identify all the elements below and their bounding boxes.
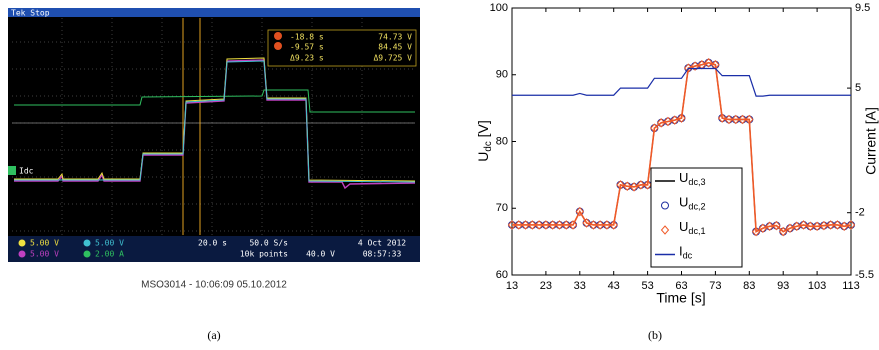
timebase: 20.0 s <box>198 239 227 248</box>
x-tick-label: 73 <box>709 280 721 292</box>
x-tick-label: 113 <box>842 280 860 292</box>
y-tick-label: 90 <box>496 69 508 81</box>
y-tick-label: 100 <box>490 2 508 14</box>
sample-rate: 50.0 S/s <box>249 239 288 248</box>
y-tick-label: 60 <box>496 269 508 281</box>
date: 4 Oct 2012 <box>358 239 406 248</box>
cursor-a-time: -18.8 s <box>290 33 324 42</box>
y2-tick-label: -5.5 <box>855 269 874 281</box>
x-tick-label: 53 <box>641 280 653 292</box>
x-tick-label: 63 <box>675 280 687 292</box>
ch4-scale: 2.00 A <box>95 250 124 259</box>
y2-tick-label: -2 <box>855 207 865 219</box>
ch3-icon <box>19 251 26 258</box>
ch2-scale: 5.00 V <box>95 239 124 248</box>
ch4-marker <box>8 166 16 175</box>
delta-value: Δ9.725 V <box>373 54 412 63</box>
x-tick-label: 23 <box>540 280 552 292</box>
cursor-b-icon <box>274 42 282 50</box>
caption-a: (a) <box>207 328 220 342</box>
x-axis-label: Time [s] <box>656 290 705 306</box>
x-tick-label: 33 <box>574 280 586 292</box>
x-tick-label: 13 <box>506 280 518 292</box>
y-tick-label: 80 <box>496 135 508 147</box>
cursor-a-icon <box>274 32 282 40</box>
scope-status: Tek Stop <box>11 9 50 18</box>
x-tick-label: 103 <box>808 280 826 292</box>
cursor-b-time: -9.57 s <box>290 43 324 52</box>
scope-footer: MSO3014 - 10:06:09 05.10.2012 <box>141 280 287 291</box>
x-tick-label: 93 <box>777 280 789 292</box>
y-tick-label: 70 <box>496 202 508 214</box>
y2-axis-label: Current [A] <box>863 107 879 175</box>
y2-tick-label: 5 <box>855 82 861 94</box>
y2-tick-label: 9.5 <box>855 2 870 14</box>
trigger-level: 40.0 V <box>306 250 335 259</box>
cursor-b-value: 84.45 V <box>378 43 412 52</box>
delta-time: Δ9.23 s <box>290 54 324 63</box>
ch4-icon <box>84 251 91 258</box>
ch1-icon <box>19 240 26 247</box>
record-length: 10k points <box>240 250 288 259</box>
time: 08:57:33 <box>363 250 402 259</box>
ch2-icon <box>84 240 91 247</box>
ch3-scale: 5.00 V <box>30 250 59 259</box>
cursor-a-value: 74.73 V <box>378 33 412 42</box>
scope-top-bar <box>8 8 420 17</box>
caption-b: (b) <box>648 328 662 342</box>
x-tick-label: 83 <box>743 280 755 292</box>
ch4-label: Idc <box>19 167 34 176</box>
ch1-scale: 5.00 V <box>30 239 59 248</box>
x-tick-label: 43 <box>608 280 620 292</box>
figure: -18.8 s 74.73 V -9.57 s 84.45 V Δ9.23 s … <box>0 0 879 350</box>
y-axis-label: Udc [V] <box>475 120 494 162</box>
